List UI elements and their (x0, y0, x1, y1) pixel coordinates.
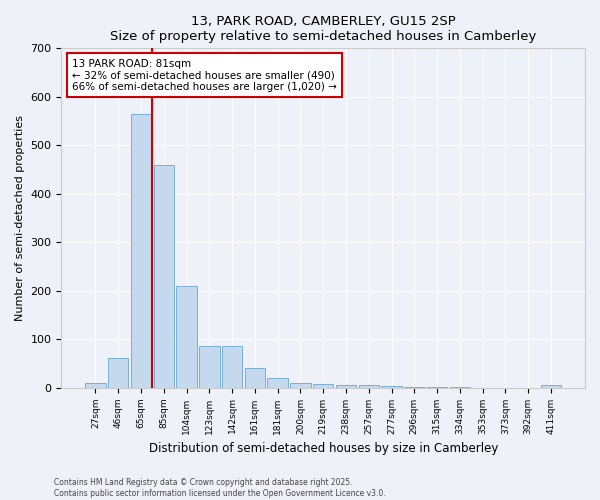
Bar (381, 386, 402, 388)
Bar (176, 286, 197, 388)
X-axis label: Distribution of semi-detached houses by size in Camberley: Distribution of semi-detached houses by … (149, 442, 498, 455)
Bar (427, 386, 448, 388)
Bar (449, 386, 470, 388)
Bar (108, 358, 128, 388)
Bar (245, 368, 265, 388)
Bar (154, 164, 174, 388)
Bar (541, 385, 561, 388)
Bar (336, 385, 356, 388)
Bar (268, 378, 288, 388)
Bar (199, 346, 220, 388)
Text: 13 PARK ROAD: 81sqm
← 32% of semi-detached houses are smaller (490)
66% of semi-: 13 PARK ROAD: 81sqm ← 32% of semi-detach… (72, 58, 337, 92)
Bar (222, 346, 242, 388)
Bar (290, 382, 311, 388)
Bar (359, 385, 379, 388)
Text: Contains HM Land Registry data © Crown copyright and database right 2025.
Contai: Contains HM Land Registry data © Crown c… (54, 478, 386, 498)
Bar (131, 114, 151, 388)
Title: 13, PARK ROAD, CAMBERLEY, GU15 2SP
Size of property relative to semi-detached ho: 13, PARK ROAD, CAMBERLEY, GU15 2SP Size … (110, 15, 536, 43)
Bar (85, 382, 106, 388)
Bar (404, 386, 425, 388)
Y-axis label: Number of semi-detached properties: Number of semi-detached properties (15, 115, 25, 321)
Bar (313, 384, 334, 388)
